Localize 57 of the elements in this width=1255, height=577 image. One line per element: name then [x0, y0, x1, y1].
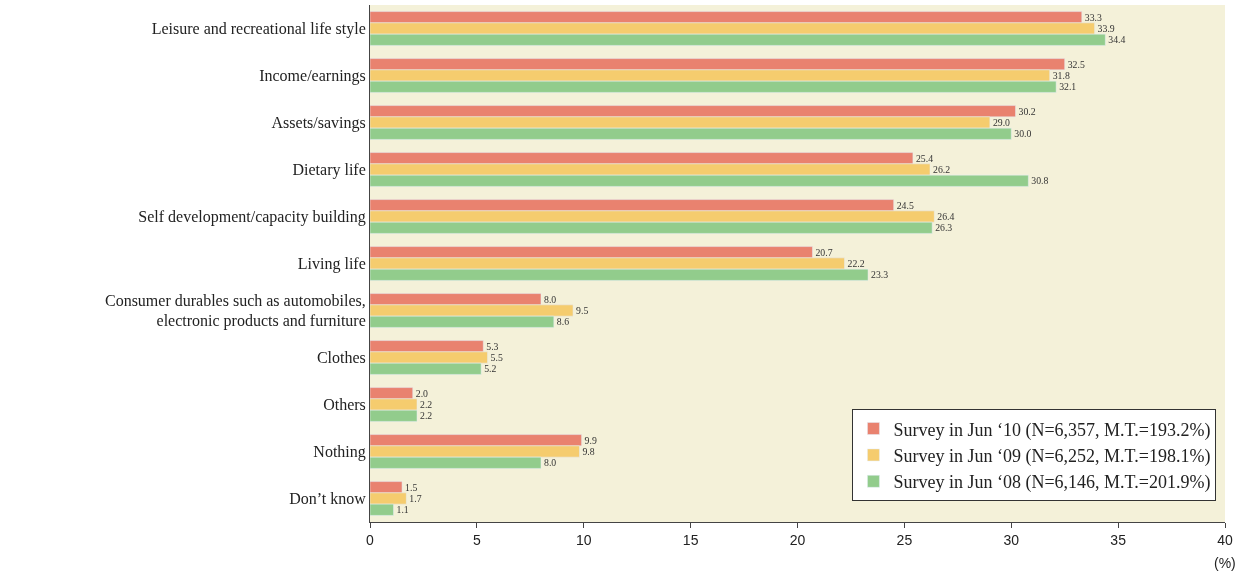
data-label: 5.3	[486, 340, 499, 352]
data-label: 1.7	[409, 492, 422, 504]
data-label: 8.6	[556, 316, 570, 328]
data-label: 26.3	[935, 222, 953, 234]
data-label: 2.0	[415, 387, 429, 399]
y-tick-label: Income/earnings	[259, 67, 366, 86]
y-tick-label: Leisure and recreational life style	[151, 20, 366, 39]
data-label: 9.9	[584, 434, 597, 446]
y-tick-label: Dietary life	[292, 161, 366, 180]
y-tick-label: Others	[323, 396, 366, 414]
data-label: 8.0	[544, 293, 557, 305]
data-label: 22.2	[847, 257, 865, 269]
x-axis-title: (%)	[1214, 555, 1236, 571]
data-label: 32.5	[1067, 58, 1085, 70]
data-label: 5.5	[490, 351, 503, 363]
x-tick-label: 30	[1003, 531, 1020, 548]
y-tick-label: Assets/savings	[271, 114, 366, 133]
x-tick-label: 5	[472, 531, 481, 548]
data-label: 30.8	[1031, 175, 1049, 187]
data-label: 2.2	[420, 398, 433, 410]
data-label: 34.4	[1108, 34, 1126, 46]
y-tick-label: Self development/capacity building	[138, 208, 366, 227]
data-label: 26.2	[933, 163, 951, 175]
data-label: 32.1	[1059, 81, 1077, 93]
legend-label: Survey in Jun ‘08 (N=6,146, M.T.=201.9%)	[893, 472, 1211, 494]
x-tick-label: 25	[896, 531, 913, 548]
data-label: 1.5	[405, 481, 418, 493]
y-tick-label: Consumer durables such as automobiles, electronic products and furniture	[104, 291, 366, 331]
data-label: 23.3	[871, 269, 889, 281]
y-tick-label: Clothes	[316, 349, 366, 367]
x-tick-label: 0	[366, 531, 375, 548]
y-tick-label: Don’t know	[289, 490, 367, 508]
legend-label: Survey in Jun ‘09 (N=6,252, M.T.=198.1%)	[893, 445, 1211, 467]
data-label: 33.9	[1097, 22, 1115, 34]
data-label: 29.0	[992, 116, 1011, 128]
data-label: 30.2	[1018, 105, 1036, 117]
x-tick-label: 40	[1217, 531, 1233, 548]
data-label: 33.3	[1084, 11, 1102, 23]
x-tick-label: 10	[575, 531, 592, 548]
data-label: 26.4	[937, 210, 955, 222]
y-tick-label: Living life	[297, 255, 366, 274]
data-label: 8.0	[544, 457, 557, 469]
data-label: 2.2	[420, 410, 433, 422]
x-tick-label: 15	[682, 531, 699, 548]
data-label: 30.0	[1014, 128, 1032, 140]
data-label: 25.4	[915, 152, 934, 164]
data-label: 31.8	[1052, 69, 1070, 81]
data-label: 9.5	[576, 304, 589, 316]
x-tick-label: 20	[789, 531, 806, 548]
data-label: 5.2	[484, 363, 497, 375]
data-label: 1.1	[396, 504, 409, 516]
legend-label: Survey in Jun ‘10 (N=6,357, M.T.=193.2%)	[893, 419, 1211, 441]
data-label: 24.5	[896, 199, 914, 211]
x-tick-label: 35	[1110, 531, 1127, 548]
data-label: 20.7	[815, 246, 833, 258]
y-tick-label: Nothing	[313, 443, 366, 462]
data-label: 9.8	[582, 445, 595, 457]
